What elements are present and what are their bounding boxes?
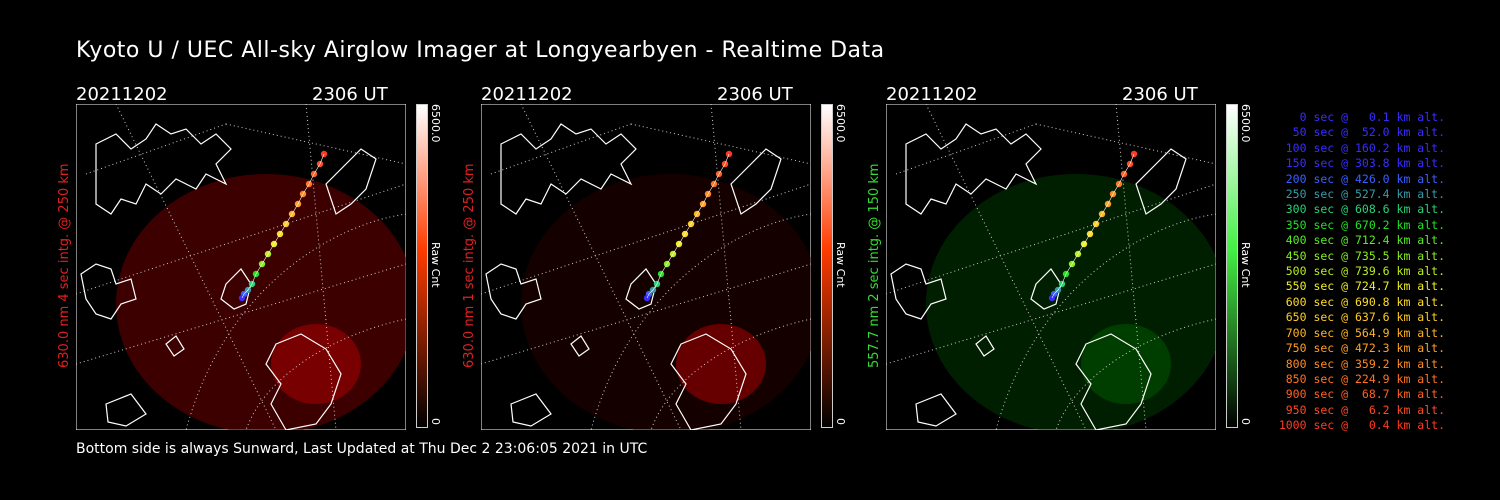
legend-entry: 200 sec @ 426.0 km alt. — [1285, 171, 1445, 186]
coastline — [625, 268, 657, 310]
colorbar-max: 6500.0 — [834, 104, 847, 143]
coastline — [1075, 333, 1152, 430]
colorbar-min: 0 — [834, 418, 847, 425]
colorbar — [821, 104, 833, 428]
page-title: Kyoto U / UEC All-sky Airglow Imager at … — [76, 38, 885, 63]
legend-entry: 450 sec @ 735.5 km alt. — [1285, 248, 1445, 263]
coastline — [915, 393, 957, 427]
trajectory-line — [241, 153, 325, 299]
legend-entry: 0 sec @ 0.1 km alt. — [1299, 110, 1445, 124]
panel-date: 20211202 — [481, 84, 573, 105]
legend-entry: 900 sec @ 68.7 km alt. — [1285, 387, 1445, 402]
allsky-image — [76, 104, 406, 430]
legend-entry: 250 sec @ 527.4 km alt. — [1285, 187, 1445, 202]
legend-entry: 350 sec @ 670.2 km alt. — [1285, 217, 1445, 232]
map-gridline — [481, 263, 811, 365]
legend-entry: 700 sec @ 564.9 km alt. — [1285, 325, 1445, 340]
aurora-patch — [271, 324, 361, 404]
panel-date: 20211202 — [886, 84, 978, 105]
coastline — [220, 268, 252, 310]
trajectory-line — [646, 153, 730, 299]
legend-entry: 500 sec @ 739.6 km alt. — [1285, 264, 1445, 279]
map-gridline — [490, 123, 632, 175]
allsky-image — [886, 104, 1216, 430]
colorbar — [416, 104, 428, 428]
coastline — [105, 393, 147, 427]
coastline — [325, 148, 377, 215]
panel-side-label: 630.0 nm 1 sec intg. @ 250 km — [462, 163, 477, 368]
map-gridline — [886, 263, 1216, 365]
panel-date: 20211202 — [76, 84, 168, 105]
colorbar-label: Raw Cnt — [834, 242, 847, 288]
map-gridline — [225, 123, 406, 165]
legend-entry: 400 sec @ 712.4 km alt. — [1285, 233, 1445, 248]
coastline — [570, 335, 590, 357]
coastline — [485, 263, 542, 320]
coastline — [165, 335, 185, 357]
panel-time: 2306 UT — [1122, 84, 1198, 105]
legend-entry: 650 sec @ 637.6 km alt. — [1285, 310, 1445, 325]
map-gridline — [76, 263, 406, 365]
map-gridline — [85, 123, 227, 175]
legend-entry: 950 sec @ 6.2 km alt. — [1285, 402, 1445, 417]
map-gridline — [1035, 123, 1216, 165]
panel-time: 2306 UT — [312, 84, 388, 105]
legend-entry: 1000 sec @ 0.4 km alt. — [1278, 418, 1445, 433]
legend-entry: 150 sec @ 303.8 km alt. — [1285, 156, 1445, 171]
coastline — [500, 123, 637, 215]
coastline — [730, 148, 782, 215]
map-gridline — [650, 318, 811, 430]
coastline — [1030, 268, 1062, 310]
coastline — [890, 263, 947, 320]
map-gridline — [1055, 318, 1216, 430]
panel-side-label: 557.7 nm 2 sec intg. @ 150 km — [867, 163, 882, 368]
colorbar-label: Raw Cnt — [429, 242, 442, 288]
map-gridline — [245, 318, 406, 430]
map-gridline — [1115, 104, 1147, 430]
legend-entry: 850 sec @ 224.9 km alt. — [1285, 371, 1445, 386]
coastline — [95, 123, 232, 215]
trajectory-line — [1051, 153, 1135, 299]
legend-entry: 800 sec @ 359.2 km alt. — [1285, 356, 1445, 371]
coastline — [670, 333, 747, 430]
legend-entry: 100 sec @ 160.2 km alt. — [1285, 140, 1445, 155]
legend-entry: 300 sec @ 608.6 km alt. — [1285, 202, 1445, 217]
map-gridline — [305, 104, 337, 430]
colorbar — [1226, 104, 1238, 428]
map-gridline — [115, 104, 277, 430]
legend-entry: 750 sec @ 472.3 km alt. — [1285, 341, 1445, 356]
panel-time: 2306 UT — [717, 84, 793, 105]
legend-entry: 50 sec @ 52.0 km alt. — [1292, 125, 1445, 140]
legend-entry: 550 sec @ 724.7 km alt. — [1285, 279, 1445, 294]
coastline — [265, 333, 342, 430]
map-gridline — [520, 104, 682, 430]
coastline — [905, 123, 1042, 215]
map-gridline — [925, 104, 1087, 430]
colorbar-min: 0 — [429, 418, 442, 425]
coastline — [975, 335, 995, 357]
coastline — [80, 263, 137, 320]
aurora-patch — [1081, 324, 1171, 404]
map-gridline — [630, 123, 811, 165]
map-gridline — [895, 123, 1037, 175]
legend-entry: 600 sec @ 690.8 km alt. — [1285, 294, 1445, 309]
footer-note: Bottom side is always Sunward, Last Upda… — [76, 441, 648, 457]
colorbar-max: 6500.0 — [429, 104, 442, 143]
map-gridline — [710, 104, 742, 430]
coastline — [1135, 148, 1187, 215]
aurora-patch — [676, 324, 766, 404]
panel-side-label: 630.0 nm 4 sec intg. @ 250 km — [57, 163, 72, 368]
coastline — [510, 393, 552, 427]
trajectory-legend: 0 sec @ 0.1 km alt. 50 sec @ 52.0 km alt.… — [1240, 110, 1445, 434]
allsky-image — [481, 104, 811, 430]
